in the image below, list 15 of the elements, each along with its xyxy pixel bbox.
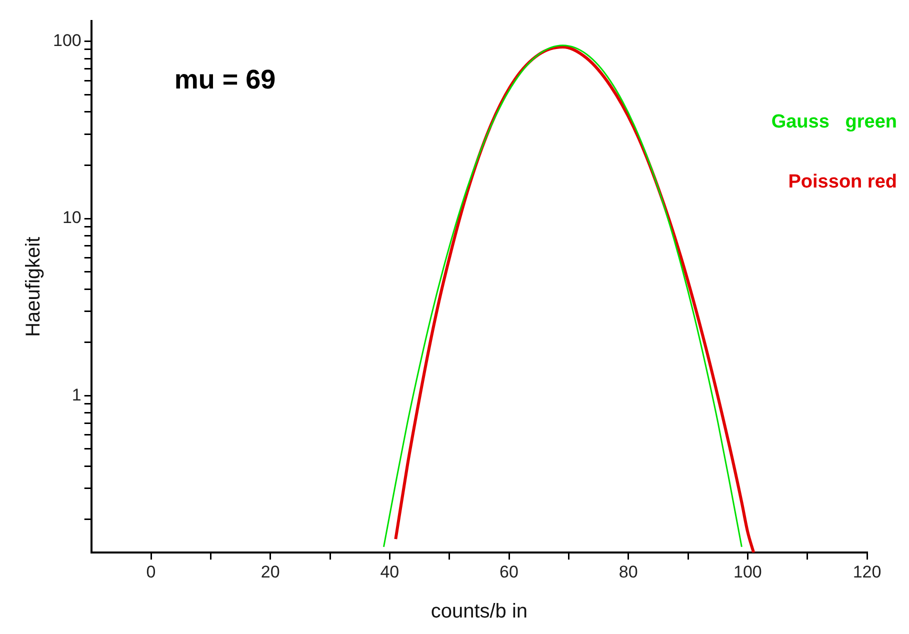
annotation: mu = 69	[174, 64, 276, 95]
x-tick-label: 80	[618, 562, 638, 582]
x-tick-label: 120	[852, 562, 882, 582]
x-tick-label: 40	[380, 562, 400, 582]
x-axis-title: counts/b in	[430, 600, 528, 623]
x-tick-label: 0	[146, 562, 156, 582]
y-tick-label: 1	[72, 385, 82, 404]
x-tick-label: 100	[733, 562, 762, 582]
x-tick-label: 20	[260, 562, 280, 582]
y-tick-label: 100	[52, 31, 82, 50]
x-tick-label: 60	[500, 562, 518, 582]
text: Gauss green	[771, 111, 897, 132]
text: Poisson red	[788, 171, 897, 192]
y-axis-title: Haeufigkeit	[22, 236, 45, 337]
y-tick-label: 10	[62, 208, 82, 228]
